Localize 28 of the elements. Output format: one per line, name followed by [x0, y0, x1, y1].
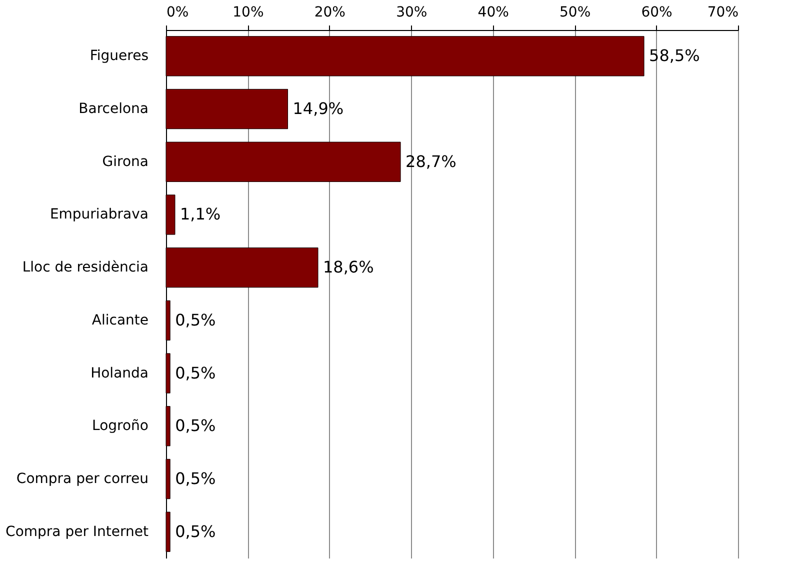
data-label: 28,7% [406, 152, 456, 171]
y-tick-label: Logroño [92, 418, 148, 434]
x-tick-label: 40% [478, 4, 509, 20]
x-tick-label: 10% [232, 4, 264, 20]
data-label: 1,1% [180, 204, 221, 224]
x-tick-label: 60% [641, 4, 672, 20]
data-label: 0,5% [175, 468, 216, 488]
y-tick-label: Girona [102, 154, 148, 170]
x-tick-label: 50% [560, 4, 591, 20]
x-tick-label: 70% [707, 4, 738, 20]
x-tick-label: 0% [166, 4, 189, 20]
data-label: 58,5% [649, 46, 700, 66]
x-tick-label: 30% [396, 4, 428, 20]
data-label: 0,5% [175, 363, 216, 382]
data-label: 18,6% [322, 258, 374, 277]
y-tick-label: Alicante [92, 312, 148, 328]
data-label: 0,5% [175, 522, 216, 541]
y-tick-label: Lloc de residència [22, 260, 148, 276]
data-label: 0,5% [175, 310, 216, 330]
y-tick-label: Compra per Internet [6, 524, 150, 540]
data-label: 0,5% [175, 416, 216, 436]
y-tick-label: Compra per correu [16, 470, 148, 487]
y-tick-label: Figueres [90, 48, 148, 64]
y-tick-label: Barcelona [78, 101, 148, 118]
x-tick-label: 20% [314, 4, 346, 20]
data-label: 14,9% [292, 99, 344, 118]
y-tick-label: Empuriabrava [50, 206, 148, 223]
y-tick-label: Holanda [90, 365, 148, 382]
